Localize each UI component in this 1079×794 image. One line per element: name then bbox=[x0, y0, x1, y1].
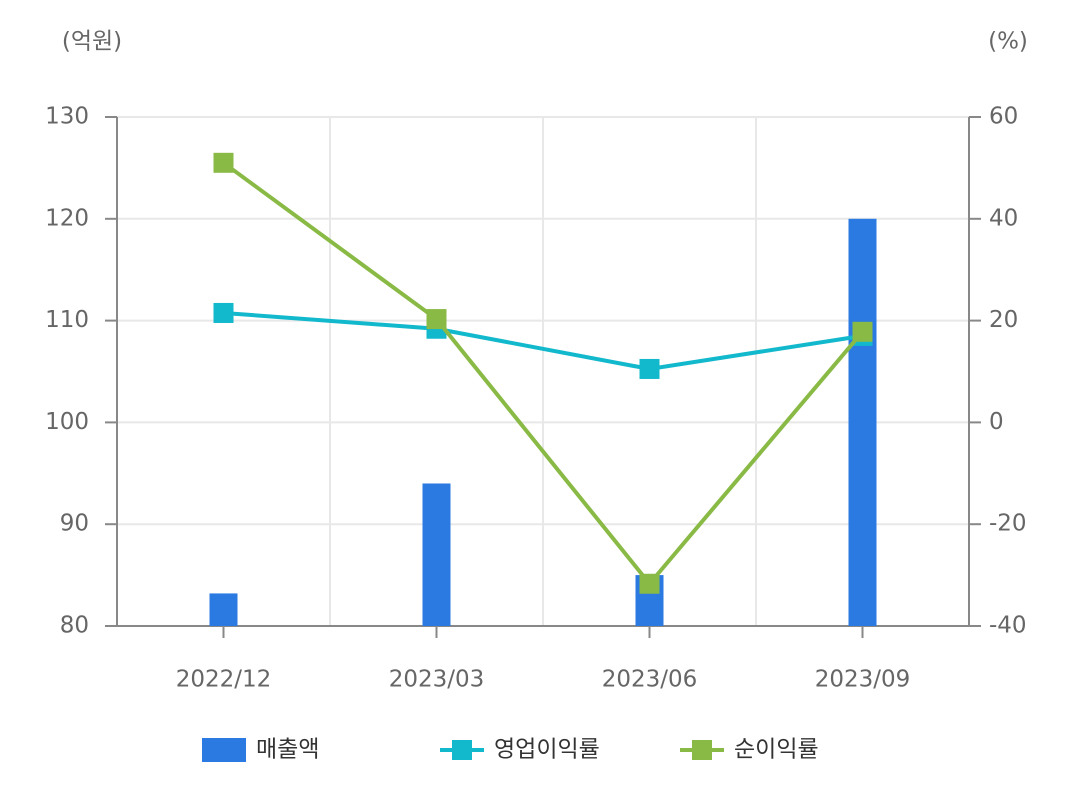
marker bbox=[213, 152, 234, 173]
legend-label: 영업이익률 bbox=[494, 737, 600, 763]
y-tick-label: 90 bbox=[60, 511, 89, 537]
legend-swatch bbox=[202, 738, 246, 762]
marker bbox=[426, 309, 447, 330]
x-tick-label: 2023/03 bbox=[389, 667, 485, 693]
y2-tick-label: 40 bbox=[989, 205, 1018, 231]
marker bbox=[639, 573, 660, 594]
y2-tick-label: -20 bbox=[989, 511, 1027, 537]
marker bbox=[639, 358, 660, 379]
x-tick-label: 2023/06 bbox=[602, 667, 698, 693]
marker bbox=[213, 302, 234, 323]
line bbox=[222, 161, 865, 587]
line bbox=[223, 310, 863, 371]
legend-swatch bbox=[692, 740, 712, 760]
legend-label: 순이익률 bbox=[734, 737, 819, 763]
y-tick-label: 80 bbox=[60, 613, 89, 639]
marker bbox=[852, 321, 873, 342]
legend-swatch bbox=[452, 740, 472, 760]
bar bbox=[209, 593, 238, 626]
y-tick-label: 100 bbox=[45, 409, 89, 435]
bar bbox=[848, 218, 877, 627]
y2-tick-label: -40 bbox=[989, 613, 1027, 639]
y-tick-label: 110 bbox=[45, 307, 89, 333]
y2-tick-label: 0 bbox=[989, 409, 1004, 435]
x-tick-label: 2022/12 bbox=[176, 667, 272, 693]
y2-unit: (%) bbox=[988, 29, 1028, 55]
y-tick-label: 120 bbox=[45, 205, 89, 231]
legend-label: 매출액 bbox=[256, 737, 319, 763]
y-unit: (억원) bbox=[62, 29, 122, 55]
x-tick-label: 2023/09 bbox=[815, 667, 911, 693]
y2-tick-label: 20 bbox=[989, 307, 1018, 333]
bar bbox=[422, 483, 451, 626]
y-tick-label: 130 bbox=[45, 104, 89, 130]
y2-tick-label: 60 bbox=[989, 104, 1018, 130]
